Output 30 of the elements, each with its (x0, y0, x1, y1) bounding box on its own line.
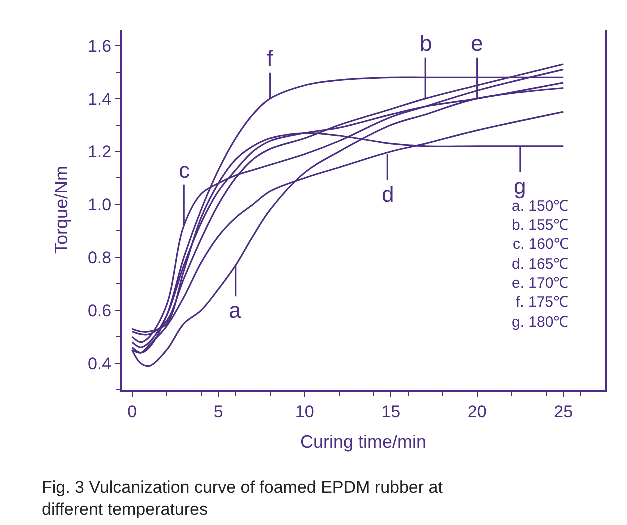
annotation: c. 160℃ (513, 236, 569, 253)
annotation: g (514, 174, 526, 199)
x-tick-label: 10 (295, 402, 314, 422)
y-axis-title: Torque/Nm (52, 166, 72, 254)
annotation: d (382, 182, 394, 207)
annotation: e (471, 31, 484, 56)
y-tick-label: 0.8 (88, 248, 112, 268)
annotation: f. 175℃ (516, 294, 569, 311)
y-tick-label: 1.6 (88, 36, 112, 56)
x-axis-title: Curing time/min (300, 432, 427, 452)
y-tick-label: 1.0 (88, 196, 112, 215)
annotation: a. 150℃ (512, 198, 569, 215)
x-tick-label: 0 (128, 402, 138, 422)
annotation: g. 180℃ (512, 314, 569, 331)
annotation: b (420, 31, 432, 56)
y-tick-label: 1.2 (88, 142, 112, 162)
annotation: b. 155℃ (512, 217, 569, 234)
x-tick-label: 5 (214, 402, 224, 422)
x-tick-label: 15 (382, 402, 401, 422)
annotation: d. 165℃ (512, 256, 569, 273)
annotation: a (229, 298, 242, 323)
x-tick-label: 25 (554, 402, 574, 422)
annotation: e. 170℃ (512, 275, 569, 292)
annotation: f (267, 46, 274, 71)
y-tick-label: 0.6 (88, 302, 112, 321)
y-tick-label: 1.4 (88, 90, 112, 109)
annotation: c (179, 158, 190, 183)
x-tick-label: 20 (468, 402, 487, 422)
caption: Fig. 3 Vulcanization curve of foamed EPDM rubber at different temperatures (42, 478, 444, 520)
y-tick-label: 0.4 (88, 354, 112, 374)
